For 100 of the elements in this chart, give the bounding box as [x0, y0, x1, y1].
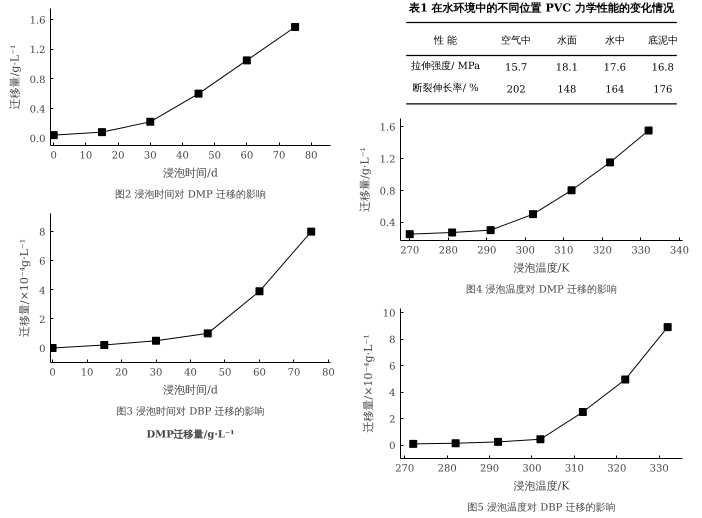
x-axis-title: 浸泡时间/d	[163, 384, 218, 396]
x-tick-label: 310	[564, 464, 584, 474]
point	[242, 56, 251, 64]
y-tick-label: 10	[382, 308, 396, 320]
text: 16.8	[652, 62, 674, 74]
x-tick-label: 330	[631, 246, 650, 256]
text: DMP迁移量/g·L⁻¹	[146, 428, 235, 440]
x-tick-label: 300	[516, 246, 535, 256]
text: 水中	[604, 34, 625, 47]
y-tick-label: 8	[389, 335, 396, 346]
x-tick-label: 30	[150, 368, 162, 378]
x-tick-label: 310	[554, 246, 574, 256]
x-tick-label: 320	[592, 246, 612, 256]
x-tick-label: 50	[208, 150, 222, 162]
point	[644, 126, 653, 134]
y-axis-title: 迁移量/g·L⁻¹	[8, 44, 22, 110]
x-tick-label: 60	[240, 150, 254, 162]
point	[448, 228, 456, 237]
x-tick-label: 280	[438, 464, 457, 474]
y-axis-title: 迁移量/g·L⁻¹	[358, 147, 372, 212]
x-tick-label: 20	[115, 368, 128, 378]
point	[255, 287, 264, 296]
text: 176	[653, 84, 672, 96]
x-tick-label: 60	[253, 368, 266, 378]
text: 底泥中	[648, 34, 678, 47]
y-tick-label: 1.2	[30, 45, 46, 56]
y-tick-label: 2	[39, 314, 46, 326]
y-tick-label: 1.6	[30, 16, 46, 27]
x-tick-label: 80	[304, 150, 318, 162]
y-axis-title: 迁移量/×10⁻⁴g·L⁻¹	[362, 334, 375, 433]
point	[529, 210, 538, 218]
text: 164	[605, 84, 624, 96]
point	[98, 128, 106, 136]
x-tick-label: 290	[480, 464, 500, 474]
text: 18.1	[556, 62, 578, 74]
x-tick-label: 270	[400, 246, 420, 256]
point	[307, 228, 316, 236]
y-tick-label: 4	[39, 286, 46, 297]
point	[494, 438, 502, 446]
point	[606, 158, 614, 166]
y-tick-label: 6	[389, 362, 396, 373]
x-tick-label: 70	[272, 150, 286, 162]
point	[568, 186, 576, 194]
y-tick-label: 1.2	[380, 154, 396, 166]
text: 图4 浸泡温度对 DMP 迁移的影响	[466, 284, 617, 296]
y-tick-label: 0.4	[30, 104, 46, 116]
x-tick-label: 40	[176, 150, 189, 162]
point	[621, 376, 630, 384]
x-tick-label: 20	[112, 150, 124, 162]
x-tick-label: 40	[184, 368, 197, 378]
y-tick-label: 2	[389, 414, 396, 426]
text: 表1 在水环境中的不同位置 PVC 力学性能的变化情况	[408, 2, 675, 15]
text: 性 能	[433, 34, 458, 47]
x-axis-title: 浸泡温度/K	[514, 262, 570, 274]
text: 断裂伸长率/ %	[412, 82, 479, 94]
point	[486, 226, 495, 234]
text: 图5 浸泡温度对 DBP 迁移的影响	[468, 502, 616, 514]
y-tick-label: 6	[39, 256, 46, 268]
x-tick-label: 10	[80, 368, 94, 378]
y-tick-label: 8	[39, 228, 46, 239]
x-axis-title: 浸泡时间/d	[163, 166, 218, 180]
x-tick-label: 0	[50, 150, 57, 162]
point	[204, 329, 212, 338]
x-tick-label: 50	[218, 368, 232, 378]
x-tick-label: 10	[80, 150, 92, 162]
x-tick-label: 0	[49, 368, 56, 378]
x-tick-label: 300	[522, 464, 542, 474]
text: 空气中	[501, 34, 532, 47]
x-tick-label: 70	[288, 368, 300, 378]
point	[452, 439, 460, 448]
x-tick-label: 320	[607, 464, 626, 474]
text: 拉伸强度/ MPa	[411, 60, 480, 72]
text: 15.7	[504, 62, 528, 74]
point	[194, 90, 203, 98]
y-tick-label: 0.4	[380, 218, 396, 230]
text: 148	[557, 84, 576, 96]
point	[406, 230, 414, 238]
point	[578, 408, 587, 416]
text: 水面	[556, 34, 577, 47]
y-tick-label: 0.0	[30, 134, 46, 146]
point	[409, 440, 418, 448]
point	[291, 23, 300, 32]
x-tick-label: 330	[650, 464, 669, 474]
x-tick-label: 270	[395, 464, 414, 474]
text: 202	[506, 84, 526, 96]
point	[664, 323, 672, 332]
y-tick-label: 0.8	[30, 74, 46, 86]
x-tick-label: 340	[670, 246, 689, 256]
x-tick-label: 30	[144, 150, 157, 162]
x-tick-label: 290	[477, 246, 496, 256]
y-tick-label: 1.6	[380, 122, 396, 134]
point	[152, 336, 160, 345]
text: 图2 浸泡时间对 DMP 迁移的影响	[115, 188, 266, 200]
x-tick-label: 80	[322, 368, 335, 378]
y-tick-label: 0	[389, 441, 396, 452]
y-tick-label: 0.8	[380, 186, 396, 198]
point	[536, 435, 544, 444]
y-tick-label: 0	[39, 344, 46, 355]
text: 17.6	[604, 62, 626, 74]
x-tick-label: 280	[438, 246, 458, 256]
